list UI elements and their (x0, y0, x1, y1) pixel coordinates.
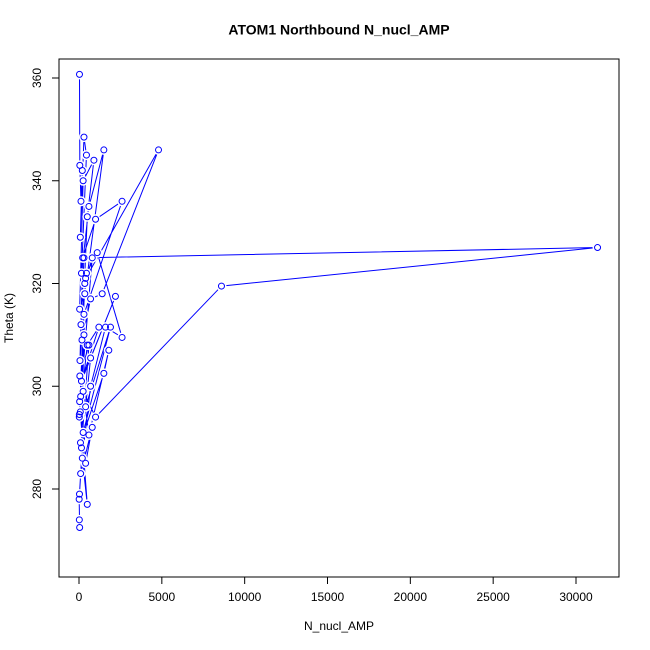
x-axis-label: N_nucl_AMP (304, 619, 374, 633)
point (82, 151, 90, 159)
point (88, 254, 96, 262)
point (82, 403, 90, 411)
y-tick-label: 340 (30, 170, 44, 190)
point (76, 305, 84, 313)
point (98, 290, 106, 298)
point (85, 341, 93, 349)
point (93, 249, 101, 257)
point (106, 323, 114, 331)
point (90, 156, 98, 164)
point (77, 269, 85, 277)
point (102, 323, 110, 331)
point (77, 197, 85, 205)
point (85, 431, 93, 439)
y-axis-label: Theta (K) (2, 293, 16, 343)
y-tick-label: 320 (30, 273, 44, 293)
point (77, 444, 85, 452)
y-tick-label: 280 (30, 479, 44, 499)
point (80, 331, 88, 339)
point (87, 382, 95, 390)
y-tick-label: 360 (30, 68, 44, 88)
point (75, 411, 83, 419)
point (76, 372, 84, 380)
point (217, 282, 225, 290)
point (92, 413, 100, 421)
point (85, 202, 93, 210)
point (76, 524, 84, 532)
point (75, 495, 83, 503)
x-tick-label: 0 (76, 590, 83, 604)
point (87, 354, 95, 362)
point (76, 439, 84, 447)
point (83, 500, 91, 508)
y-tick-label: 300 (30, 376, 44, 396)
point (594, 244, 602, 252)
point (79, 428, 87, 436)
point (81, 280, 89, 288)
point (100, 369, 108, 377)
plot-frame (58, 58, 620, 578)
point (75, 413, 83, 421)
point (80, 133, 88, 141)
point (83, 213, 91, 221)
chart-title: ATOM1 Northbound N_nucl_AMP (228, 22, 449, 38)
x-tick-label: 10000 (228, 590, 262, 604)
point (92, 215, 100, 223)
point (118, 197, 126, 205)
point (80, 254, 88, 262)
series-line (78, 74, 598, 528)
point (75, 490, 83, 498)
point (78, 454, 86, 462)
point (75, 70, 83, 78)
point (76, 233, 84, 241)
point (155, 146, 163, 154)
point (95, 323, 103, 331)
point (81, 290, 89, 298)
point (79, 387, 87, 395)
point (82, 269, 90, 277)
x-tick-label: 20000 (394, 590, 428, 604)
point (87, 295, 95, 303)
point (79, 177, 87, 185)
point (76, 398, 84, 406)
point (82, 274, 90, 282)
x-tick-label: 30000 (559, 590, 593, 604)
x-tick-label: 15000 (311, 590, 345, 604)
point (118, 333, 126, 341)
x-tick-label: 25000 (476, 590, 510, 604)
point (77, 470, 85, 478)
x-tick-label: 5000 (148, 590, 175, 604)
point (111, 292, 119, 300)
point (100, 146, 108, 154)
point (78, 166, 86, 174)
point (80, 310, 88, 318)
point (75, 516, 83, 524)
point (77, 321, 85, 329)
point (76, 357, 84, 365)
point (82, 459, 90, 467)
point (88, 423, 96, 431)
point (105, 346, 113, 354)
